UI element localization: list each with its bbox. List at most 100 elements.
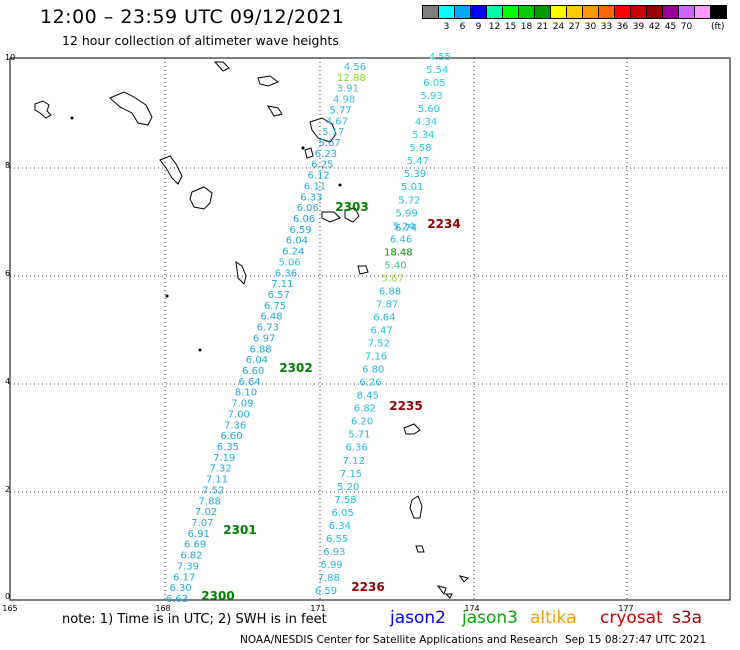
right-track-value: 6.99	[320, 560, 342, 571]
legend-label: 33	[600, 22, 613, 32]
left-track-value: 6.64	[239, 377, 261, 388]
island-outline	[34, 100, 52, 119]
left-track-value: 6.30	[169, 583, 191, 594]
island-dot	[198, 348, 202, 352]
left-track-value: 6.91	[188, 529, 210, 540]
island-outline	[321, 211, 341, 223]
right-track-value: 4.34	[415, 117, 437, 128]
left-track-value: 6.60	[242, 366, 264, 377]
x-tick-label: 171	[310, 604, 325, 613]
y-tick-label: 0	[5, 592, 10, 601]
island-outline	[189, 186, 213, 210]
left-track-value: 4.56	[344, 62, 366, 73]
right-track-value: 6.55	[326, 534, 348, 545]
left-track-value: 6.25	[311, 160, 333, 171]
island-dot	[165, 294, 169, 298]
legend-label: 42	[648, 22, 661, 32]
left-track-value: 8.10	[235, 388, 257, 399]
island-outline	[436, 585, 447, 596]
right-track-value: 6.46	[390, 234, 412, 245]
left-track-value: 7.07	[191, 518, 213, 529]
left-track-value: 5.77	[329, 105, 351, 116]
right-track-value: 7.15	[340, 469, 362, 480]
left-track-value: 7.32	[209, 464, 231, 475]
legend-label: 45	[664, 22, 677, 32]
right-track-value: 6.59	[315, 586, 337, 597]
pass-time-label: 2234	[427, 217, 460, 231]
x-tick-label: 165	[2, 604, 17, 613]
right-track-value: 5.99	[396, 208, 418, 219]
pass-time-label: 2303	[335, 200, 368, 214]
left-track-value: 7.00	[228, 409, 250, 420]
island-dot	[338, 183, 342, 187]
island-dot	[70, 116, 74, 120]
right-track-value: 6.20	[351, 417, 373, 428]
right-track-overlap-value: 6.74	[395, 223, 417, 234]
left-track-value: 7.36	[224, 420, 246, 431]
left-track-value: 7.52	[202, 485, 224, 496]
left-track-value: 6.04	[246, 355, 268, 366]
left-track-value: 6.04	[286, 236, 308, 247]
y-tick-label: 10	[5, 53, 15, 62]
island-outline	[257, 75, 280, 87]
right-track-value: 6.93	[323, 547, 345, 558]
left-track-value: 6.75	[264, 301, 286, 312]
left-track-value: 5.67	[318, 138, 340, 149]
left-track-value: 7.11	[206, 475, 228, 486]
y-tick-label: 6	[5, 269, 10, 278]
right-track-value: 7.52	[368, 339, 390, 350]
right-track-value: 7.16	[365, 352, 387, 363]
left-track-value: 7.39	[177, 561, 199, 572]
satellite-jason2: jason2	[390, 608, 446, 628]
footer-note: note: 1) Time is in UTC; 2) SWH is in fe…	[62, 612, 327, 627]
right-track-value: 6.80	[362, 365, 384, 376]
island-outline	[266, 105, 283, 117]
right-track-value: 8.45	[357, 391, 379, 402]
left-track-value: 4.98	[333, 95, 355, 106]
left-track-value: 6.36	[275, 268, 297, 279]
left-track-value: 6.35	[217, 442, 239, 453]
pass-time-label: 2235	[389, 399, 422, 413]
left-track-value: 6.60	[220, 431, 242, 442]
map-title: 12:00 – 23:59 UTC 09/12/2021	[40, 6, 345, 28]
island-outline	[309, 117, 337, 143]
left-track-value: 6.48	[260, 312, 282, 323]
right-track-value: 5.47	[407, 156, 429, 167]
legend-label: 6	[459, 22, 466, 32]
right-track-value: 7.12	[343, 456, 365, 467]
right-track-value: 5.54	[426, 65, 448, 76]
legend-label: 36	[616, 22, 629, 32]
right-track-value: 5.93	[421, 91, 443, 102]
y-tick-label: 4	[5, 377, 10, 386]
left-track-value: 7.19	[213, 453, 235, 464]
right-track-value: 6.34	[329, 521, 351, 532]
pass-time-label: 2236	[351, 580, 384, 594]
satellite-s3a: s3a	[672, 608, 703, 628]
right-track-value: 6.82	[354, 404, 376, 415]
legend-unit: (ft)	[711, 22, 725, 32]
legend-label: 24	[552, 22, 565, 32]
pass-time-label: 2301	[223, 523, 256, 537]
left-track-value: 7.02	[195, 507, 217, 518]
left-track-value: 7.09	[231, 399, 253, 410]
left-track-value: 6.57	[268, 290, 290, 301]
island-outline	[409, 495, 423, 519]
right-track-value: 5.72	[398, 195, 420, 206]
right-track-value: 7.58	[334, 495, 356, 506]
left-track-value: 6.11	[304, 181, 326, 192]
left-track-value: 7.88	[199, 496, 221, 507]
right-track-value: 5.60	[418, 104, 440, 115]
left-track-value: 6.06	[297, 203, 319, 214]
island-outline	[159, 155, 183, 185]
island-outline	[304, 147, 314, 159]
left-track-value: 6.69	[184, 540, 206, 551]
island-outline	[415, 545, 425, 553]
left-track-value: 6.33	[300, 192, 322, 203]
island-outline	[458, 575, 469, 583]
legend-label: 27	[568, 22, 581, 32]
island-outline	[403, 423, 421, 435]
x-tick-label: 177	[618, 604, 633, 613]
left-track-value: 6.23	[315, 149, 337, 160]
left-track-value: 5.17	[322, 127, 344, 138]
map-frame	[9, 57, 731, 601]
